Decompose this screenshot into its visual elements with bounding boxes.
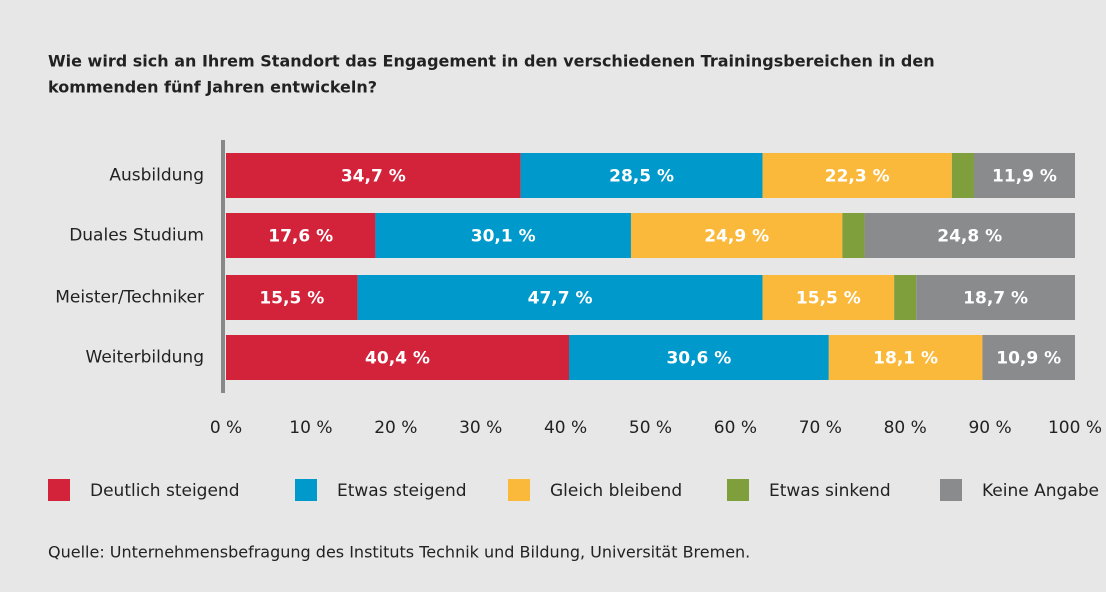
legend-swatch <box>295 479 317 501</box>
bar-segment <box>226 153 521 198</box>
source: Quelle: Unternehmensbefragung des Instit… <box>48 543 750 562</box>
x-tick-label: 90 % <box>968 418 1011 438</box>
bar-segment <box>828 335 983 380</box>
data-label: 40,4 % <box>365 349 430 369</box>
bar-segment <box>226 213 376 258</box>
legend-label: Keine Angabe <box>982 481 1099 501</box>
x-tick-label: 100 % <box>1048 418 1102 438</box>
bar-segment <box>842 213 865 258</box>
data-label: 24,9 % <box>704 227 769 247</box>
x-tick-label: 10 % <box>289 418 332 438</box>
x-tick-label: 30 % <box>459 418 502 438</box>
bar-segment <box>951 153 974 198</box>
legend-label: Etwas sinkend <box>769 481 891 501</box>
bar-segment <box>894 275 917 320</box>
data-label: 22,3 % <box>825 167 890 187</box>
data-label: 47,7 % <box>528 289 593 309</box>
bar-segment <box>375 213 631 258</box>
x-tick-label: 60 % <box>714 418 757 438</box>
bar-segment <box>226 335 569 380</box>
data-label: 24,8 % <box>937 227 1002 247</box>
y-tick-label: Ausbildung <box>109 166 204 186</box>
y-tick-label: Meister/Techniker <box>55 288 204 308</box>
legend-label: Gleich bleibend <box>550 481 682 501</box>
bar-segment <box>762 153 952 198</box>
bar-segment <box>982 335 1075 380</box>
data-label: 30,1 % <box>471 227 536 247</box>
bar-segment <box>357 275 763 320</box>
bar-segment <box>762 275 895 320</box>
bar-segment <box>630 213 843 258</box>
x-tick-label: 50 % <box>629 418 672 438</box>
x-tick-label: 0 % <box>210 418 242 438</box>
x-tick-label: 20 % <box>374 418 417 438</box>
legend-label: Deutlich steigend <box>90 481 239 501</box>
legend-swatch <box>940 479 962 501</box>
legend-swatch <box>508 479 530 501</box>
data-label: 10,9 % <box>996 349 1061 369</box>
y-tick-label: Duales Studium <box>69 226 204 246</box>
x-tick-label: 40 % <box>544 418 587 438</box>
data-label: 18,7 % <box>963 289 1028 309</box>
bar-segment <box>864 213 1075 258</box>
data-label: 30,6 % <box>666 349 731 369</box>
legend-label: Etwas steigend <box>337 481 467 501</box>
bar-segment <box>520 153 763 198</box>
chart-title: Wie wird sich an Ihrem Standort das Enga… <box>48 52 935 71</box>
legend-swatch <box>727 479 749 501</box>
data-label: 15,5 % <box>259 289 324 309</box>
bar-segment <box>568 335 829 380</box>
bar-segment <box>916 275 1075 320</box>
data-label: 17,6 % <box>268 227 333 247</box>
legend-swatch <box>48 479 70 501</box>
bar-segment <box>226 275 358 320</box>
data-label: 28,5 % <box>609 167 674 187</box>
y-tick-label: Weiterbildung <box>86 348 204 368</box>
bar-segment <box>973 153 1075 198</box>
data-label: 34,7 % <box>341 167 406 187</box>
x-tick-label: 70 % <box>799 418 842 438</box>
data-label: 11,9 % <box>992 167 1057 187</box>
chart-title: kommenden fünf Jahren entwickeln? <box>48 78 377 97</box>
data-label: 18,1 % <box>873 349 938 369</box>
x-tick-label: 80 % <box>884 418 927 438</box>
data-label: 15,5 % <box>796 289 861 309</box>
